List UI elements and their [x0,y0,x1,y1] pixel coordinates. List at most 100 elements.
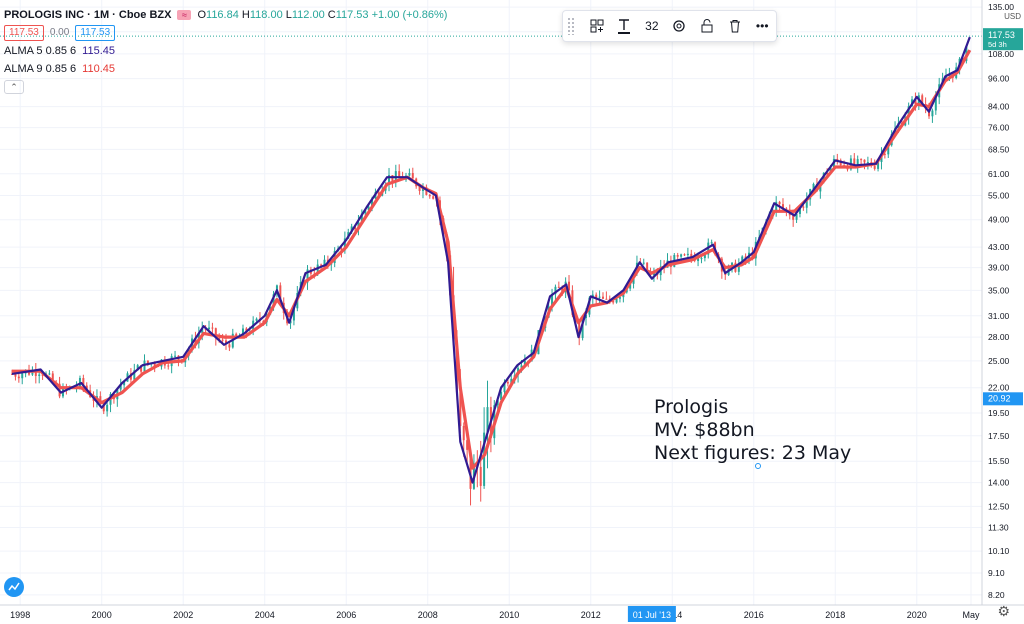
candle-body [136,365,139,371]
candle-body [503,381,506,392]
candle-body [703,254,706,259]
candle-body [601,296,604,299]
candle-body [153,363,156,367]
candle-body [99,396,102,404]
candle-body [554,286,557,295]
candle-body [798,206,801,214]
candle-body [388,175,391,185]
indicator-row-alma9[interactable]: ALMA 9 0.85 6 110.45 [4,63,115,75]
candle-body [78,378,81,387]
time-tick-label: 1998 [10,610,30,620]
lock-icon[interactable] [693,12,721,40]
candle-body [500,391,503,401]
time-tick-label: 2006 [336,610,356,620]
text-color-icon[interactable] [610,12,638,40]
candle-body [483,432,486,486]
price-tick-label: 135.00 [988,2,1014,12]
crosshair-date-bg [627,606,676,622]
candle-body [432,196,435,199]
ohlc-values: O116.84 H118.00 L112.00 C117.53 +1.00 (+… [197,9,448,21]
candle-body [194,338,197,344]
candle-body [731,262,734,267]
tradingview-logo-icon[interactable] [4,577,24,597]
candle-body [856,159,859,166]
candle-body [680,254,683,257]
candle-body [646,262,649,273]
candle-body [320,264,323,266]
time-tick-label: 2012 [581,610,601,620]
countdown-label: 5d 3h [988,40,1007,49]
text-annotation[interactable]: Prologis MV: $88bn Next figures: 23 May [654,396,852,464]
time-tick-label: 2016 [744,610,764,620]
candle-body [520,365,523,368]
trash-icon[interactable] [721,12,749,40]
candle-body [557,286,560,288]
time-scale: 1998200020022004200620082010201220142016… [0,604,1024,622]
indicator-badge-icon[interactable]: ≈ [177,10,192,20]
collapse-legend-button[interactable]: ⌃ [4,80,24,94]
symbol-title[interactable]: PROLOGIS INC · 1M · Cboe BZX [4,9,172,21]
candle-body [921,95,924,104]
price-tick-label: 14.00 [988,478,1010,488]
candle-body [510,378,513,384]
price-tick-label: 35.00 [988,285,1010,295]
candle-body [826,172,829,175]
candle-body [618,297,621,299]
candle-body [41,374,44,376]
alma5-line [11,36,971,484]
candle-body [887,145,890,155]
drag-handle-icon[interactable] [567,17,575,35]
candle-body [873,165,876,169]
price-tick-label: 8.20 [988,590,1005,600]
candle-body [411,173,414,179]
time-tick-label: 2000 [92,610,112,620]
price-tick-label: 49.00 [988,215,1010,225]
price-tick-label: 39.00 [988,263,1010,273]
template-icon[interactable] [583,12,611,40]
more-icon[interactable]: ••• [755,19,769,33]
time-tick-label: 2020 [907,610,927,620]
bid-price-box[interactable]: 117.53 [4,25,44,41]
candle-body [323,259,326,266]
candle-body [751,252,754,259]
price-tick-label: 11.30 [988,523,1009,533]
candle-body [690,253,693,258]
candle-body [143,360,146,372]
price-tick-label: 15.50 [988,456,1010,466]
candle-body [652,273,655,276]
candle-body [775,201,778,212]
candle-body [883,153,886,155]
price-tick-label: 61.00 [988,169,1010,179]
price-tick-label: 22.00 [988,383,1010,393]
chart-grid [0,0,982,605]
time-tick-label: 2004 [255,610,275,620]
ask-price-box[interactable]: 117.53 [75,25,116,41]
candle-body [686,253,689,256]
price-tick-label: 9.10 [988,568,1005,578]
candle-body [877,161,880,169]
candle-body [578,321,581,339]
candle-body [340,248,343,251]
gear-icon[interactable] [666,12,694,40]
candle-body [51,373,54,383]
candle-body [598,296,601,298]
annotation-anchor-handle[interactable] [755,463,761,469]
price-tick-label: 43.00 [988,242,1010,252]
candle-body [860,159,863,161]
time-tick-label: 2002 [173,610,193,620]
candle-body [914,99,917,104]
candle-body [34,369,37,376]
crosshair-price-bg [983,392,1023,406]
candle-body [14,374,17,377]
settings-gear-icon[interactable]: ⚙ [997,603,1010,619]
font-size-button[interactable]: 32 [645,19,659,33]
price-scale: 135.00120.00108.0096.0084.0076.0068.5061… [981,0,1024,624]
candle-body [292,308,295,321]
candle-body [174,355,177,357]
candle-body [568,281,571,291]
indicator-row-alma5[interactable]: ALMA 5 0.85 6 115.45 [4,45,115,57]
candle-body [469,449,472,489]
candle-body [581,317,584,339]
price-scale-bg [982,0,1024,624]
